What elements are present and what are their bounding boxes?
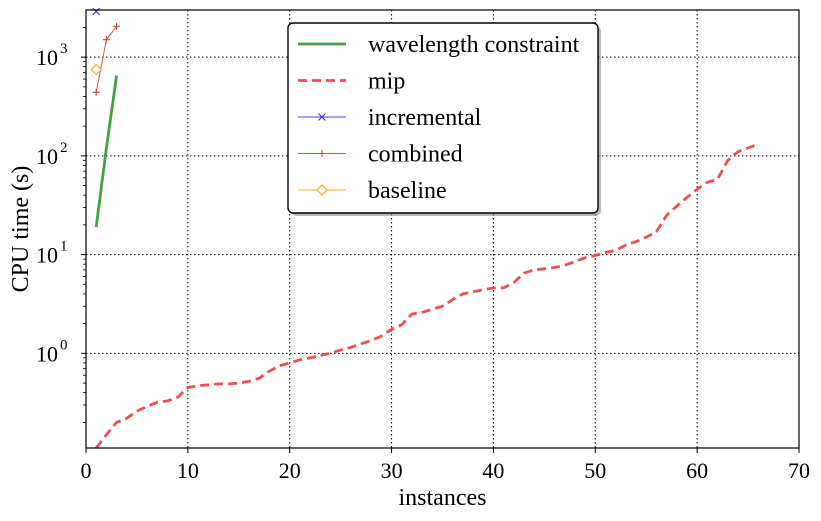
y-tick-exponent: 3 [60,41,68,57]
data-point [102,36,110,44]
series-mip [95,142,759,449]
legend-item: baseline [298,178,447,204]
y-tick-label: 10 [36,45,58,70]
y-tick-label: 10 [36,341,58,366]
legend-label: mip [368,69,405,95]
x-tick-label: 60 [686,458,708,483]
legend-label: baseline [368,178,447,204]
series-wavelength-constraint [94,75,118,228]
legend-marker [318,150,326,157]
legend-label: incremental [368,105,482,131]
x-tick-label: 70 [788,458,810,483]
series-baseline [90,63,102,76]
axes-frame [85,9,800,449]
legend-label: combined [368,142,463,168]
series-layer [90,7,759,449]
y-tick-exponent: 1 [60,239,68,255]
y-tick-label: 10 [36,243,58,268]
x-tick-label: 10 [177,458,199,483]
x-tick-label: 0 [81,458,92,483]
legend: wavelength constraint mip incremental combi… [287,22,601,216]
y-axis-label: CPU time (s) [8,166,34,293]
legend-box [287,22,599,214]
legend-item: incremental [298,105,482,131]
series-incremental [92,7,101,16]
series-combined [92,22,121,96]
legend-marker [318,113,326,121]
y-tick-exponent: 2 [60,140,68,156]
legend-item: wavelength constraint [298,32,580,58]
series-line [95,142,759,449]
y-tick-label: 10 [36,144,58,169]
x-tick-label: 50 [584,458,606,483]
data-point [90,63,102,76]
data-point [113,22,121,30]
x-tick-label: 30 [381,458,403,483]
legend-label: wavelength constraint [368,32,580,58]
legend-item: combined [298,142,463,168]
series-line [94,75,118,228]
x-tick-label: 40 [482,458,504,483]
legend-item: mip [298,69,405,95]
legend-marker [316,184,328,196]
x-tick-label: 20 [279,458,301,483]
data-point [92,7,101,16]
data-point [92,88,100,96]
y-tick-exponent: 0 [60,337,68,353]
x-axis-label: instances [399,485,487,511]
